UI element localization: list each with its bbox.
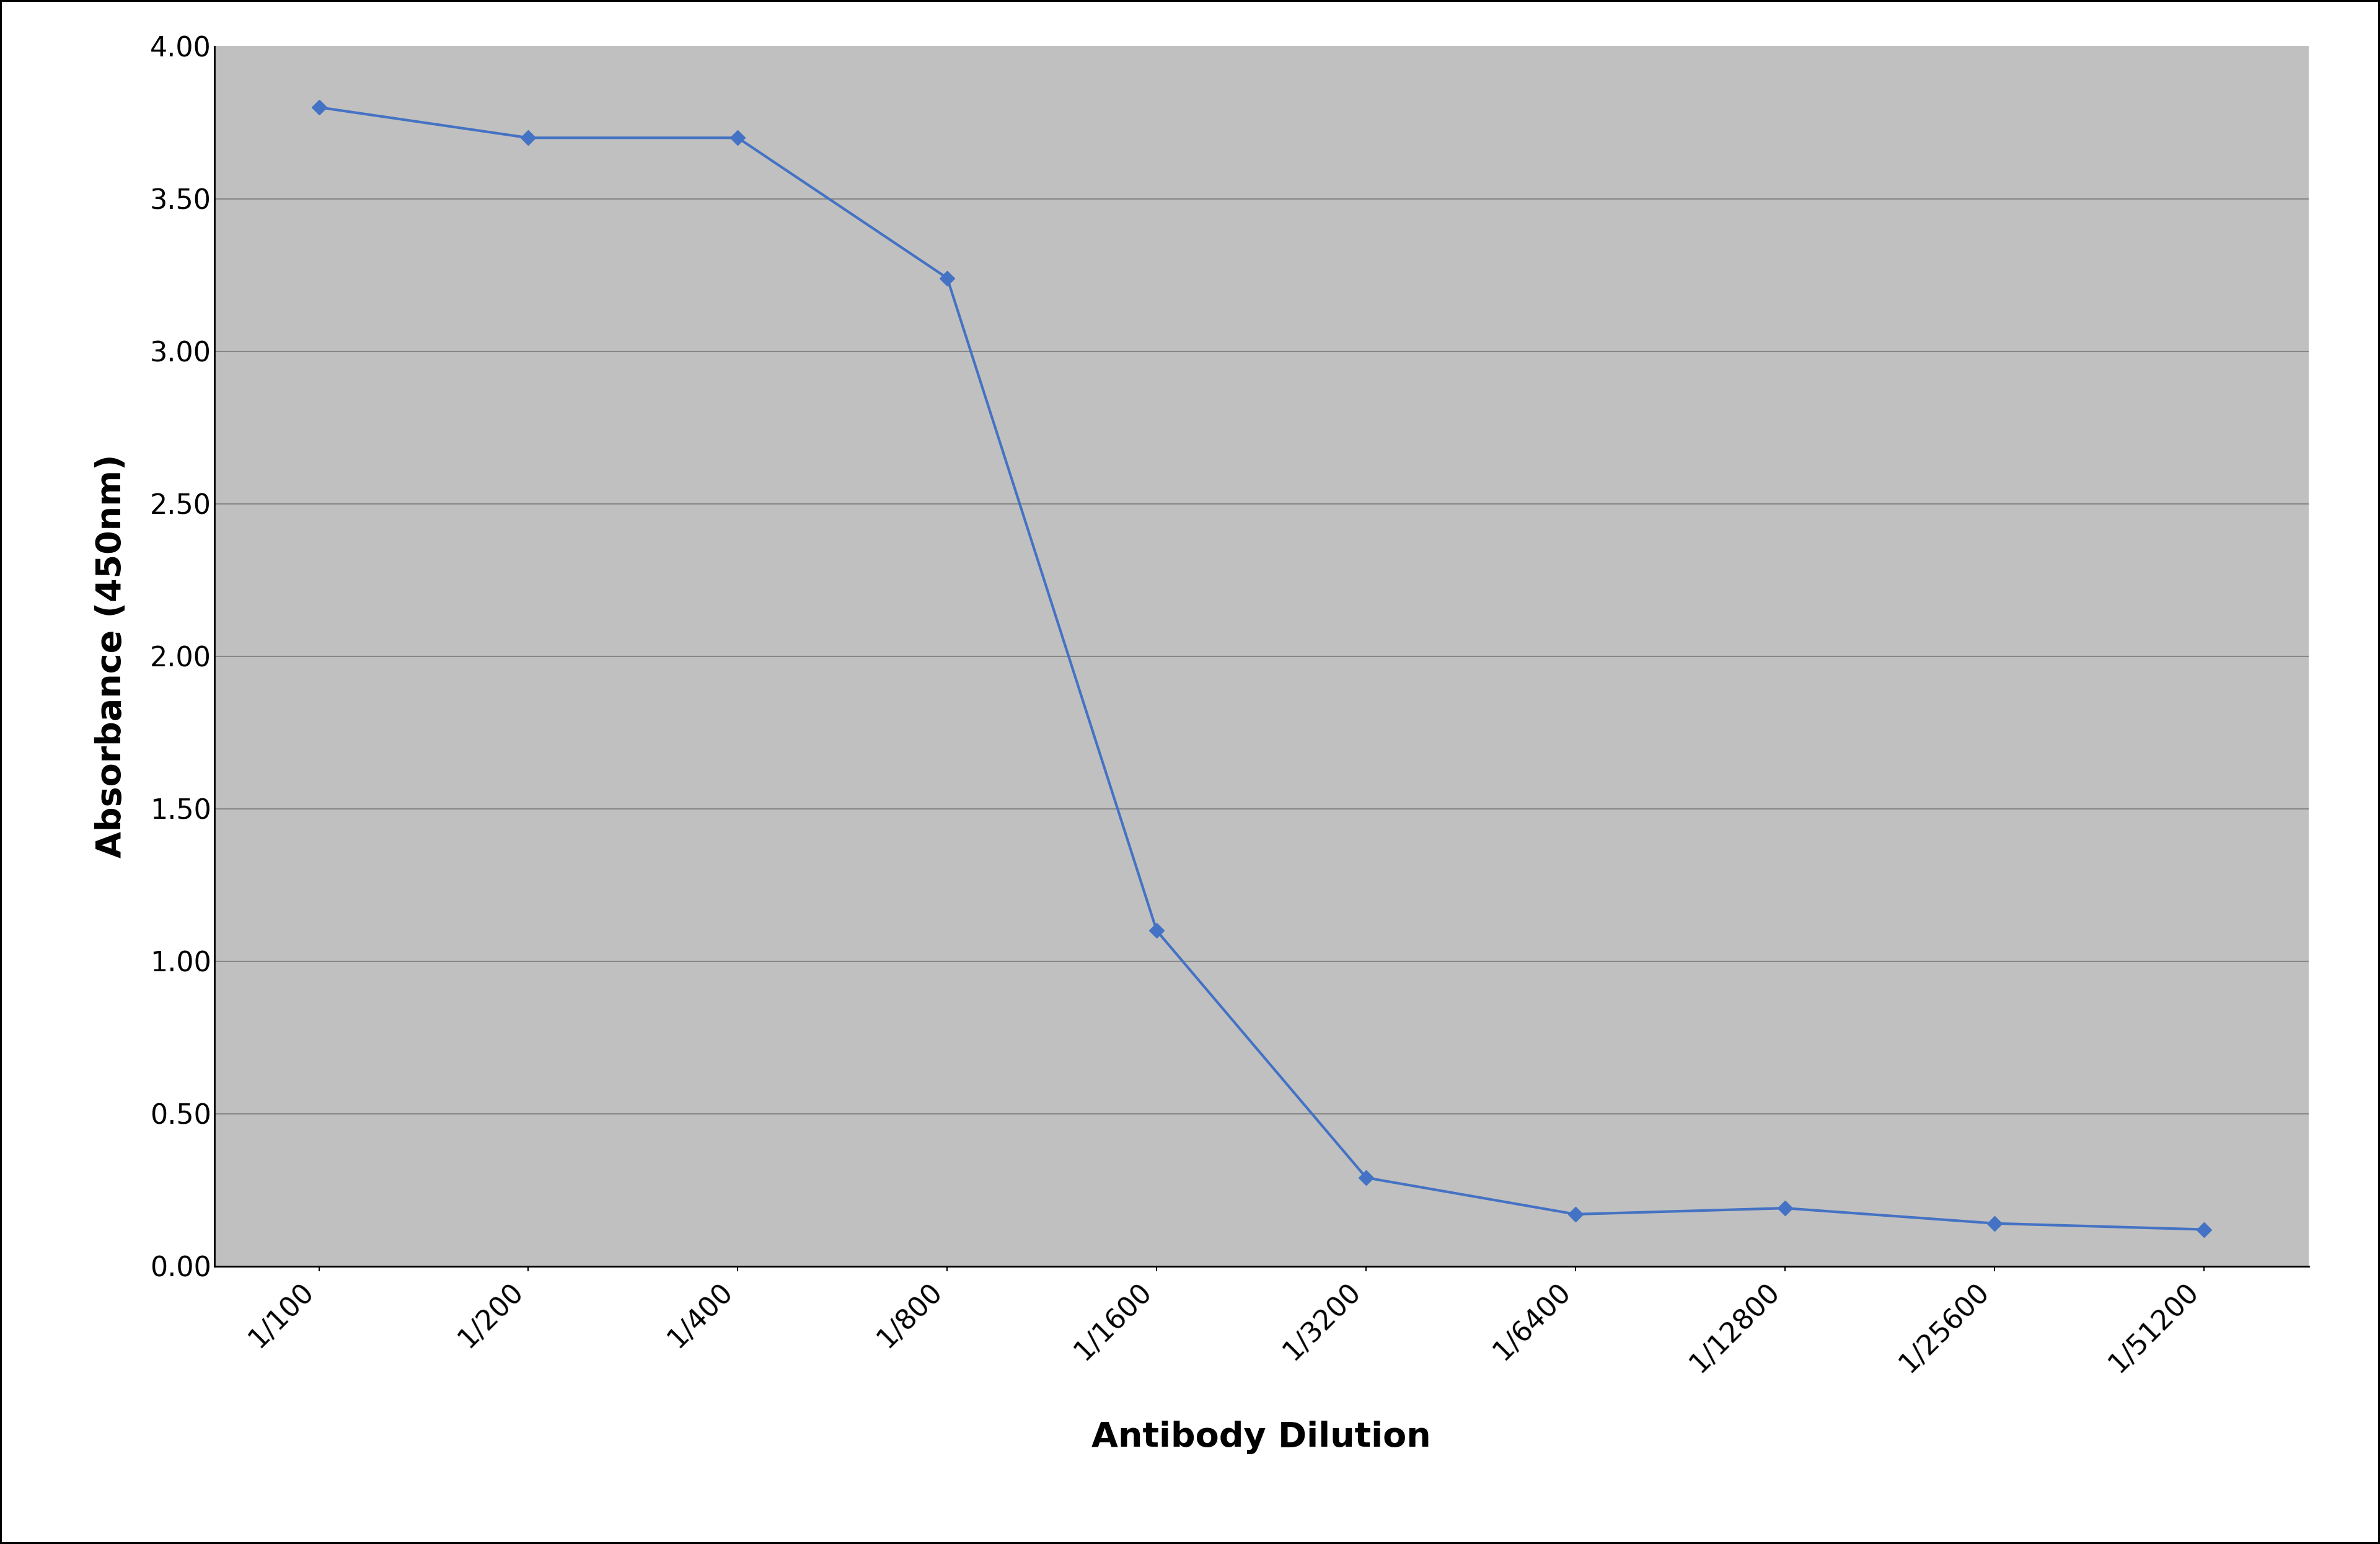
Y-axis label: Absorbance (450nm): Absorbance (450nm) bbox=[95, 454, 129, 858]
X-axis label: Antibody Dilution: Antibody Dilution bbox=[1092, 1420, 1430, 1454]
